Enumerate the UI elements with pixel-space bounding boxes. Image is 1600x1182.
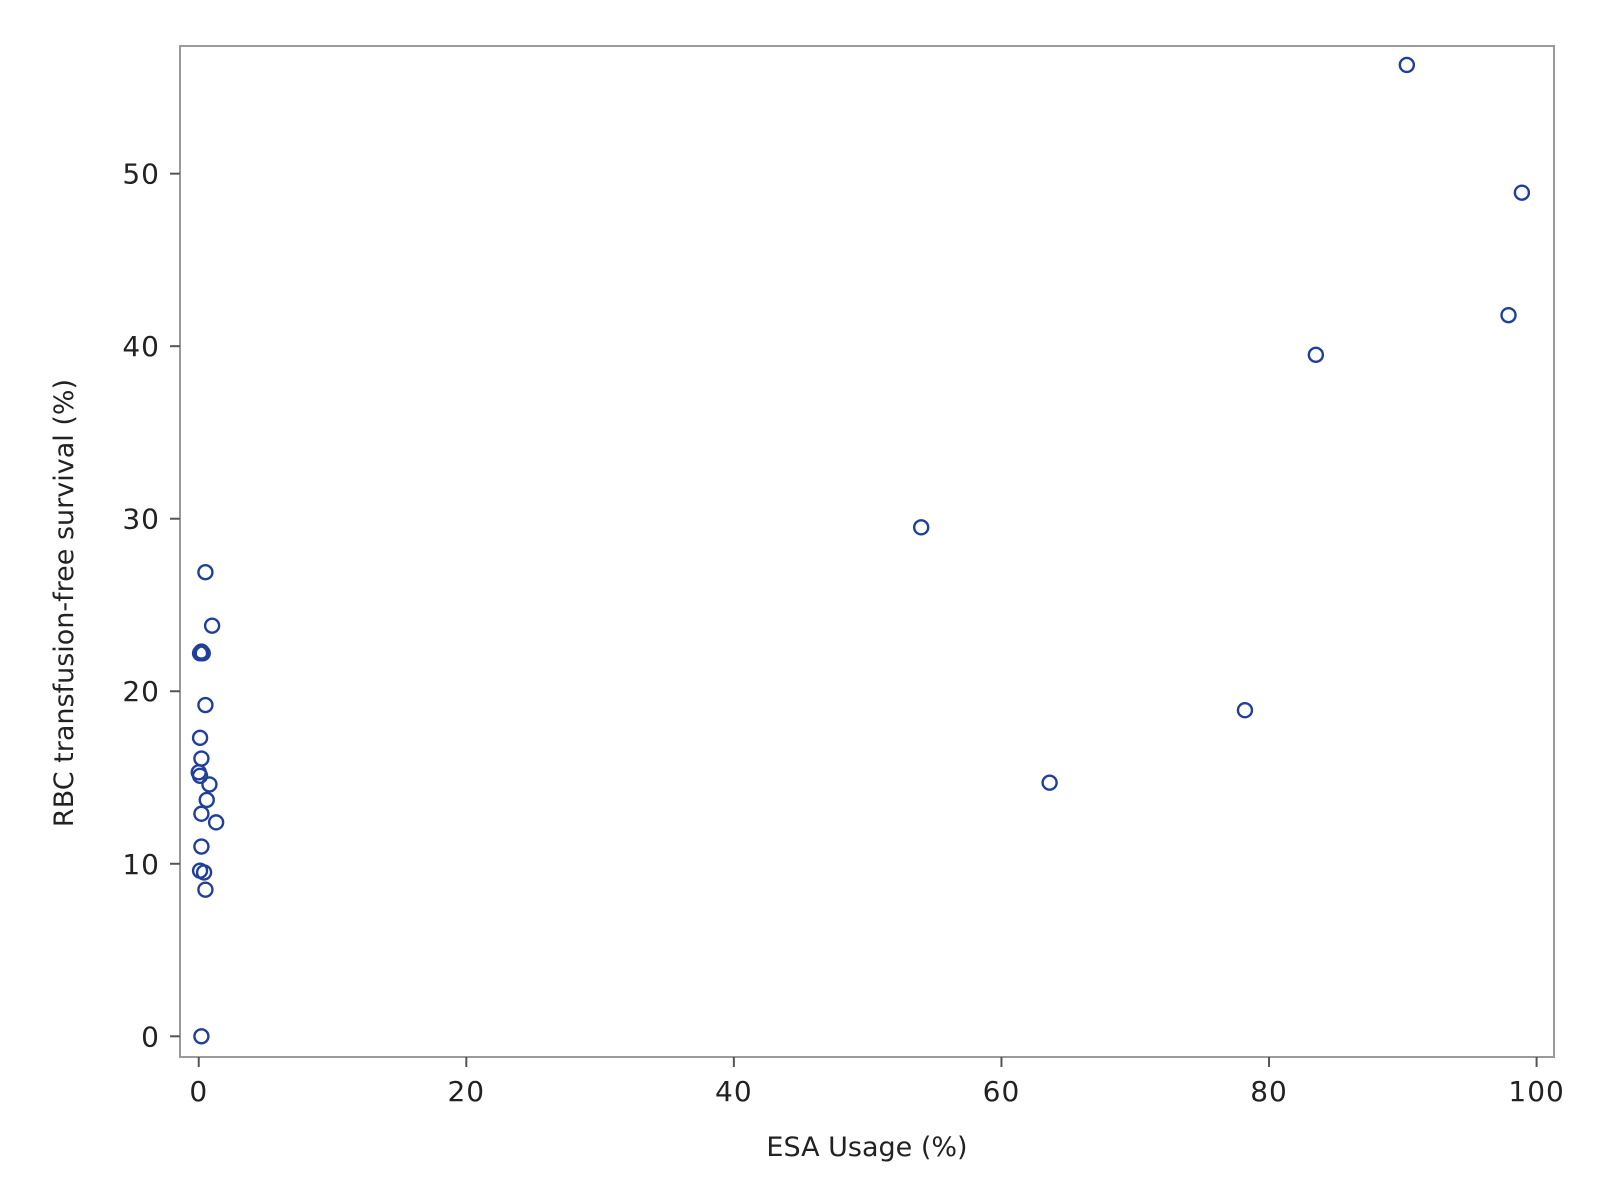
data-point (191, 767, 209, 784)
data-point (207, 814, 225, 831)
data-point (198, 791, 215, 809)
data-point (193, 750, 210, 767)
data-point (193, 838, 210, 855)
data-point (1398, 56, 1416, 74)
data-point (912, 519, 930, 536)
data-points (190, 56, 1531, 1045)
y-tick-label: 10 (122, 848, 160, 881)
data-point (191, 729, 209, 747)
y-tick-label: 0 (141, 1020, 160, 1053)
data-point (1513, 184, 1531, 201)
data-point (1236, 702, 1254, 719)
x-tick-label: 100 (1508, 1075, 1564, 1108)
data-point (1307, 346, 1325, 364)
y-tick-label: 50 (122, 158, 160, 191)
data-point (201, 776, 218, 793)
x-tick-label: 0 (189, 1075, 208, 1108)
y-tick-label: 30 (122, 503, 160, 536)
data-point (195, 864, 213, 881)
data-point (194, 645, 211, 662)
data-point (1500, 306, 1517, 324)
data-point (197, 881, 214, 898)
y-axis-label: RBC transfusion-free survival (%) (49, 379, 80, 827)
data-point (1041, 774, 1058, 791)
x-tick-label: 80 (1250, 1075, 1288, 1108)
y-tick-label: 40 (122, 330, 160, 363)
plot-frame (179, 45, 1555, 1058)
x-tick-label: 60 (983, 1075, 1021, 1108)
x-axis: 0 20 40 60 80 100 (189, 1057, 1564, 1108)
y-tick-label: 20 (122, 675, 160, 708)
x-tick-label: 40 (715, 1075, 753, 1108)
data-point (197, 696, 214, 714)
data-point (197, 564, 214, 581)
data-point (193, 805, 210, 822)
data-point (193, 1028, 210, 1045)
x-tick-label: 20 (447, 1075, 485, 1108)
x-axis-label: ESA Usage (%) (766, 1132, 967, 1163)
y-axis: 0 10 20 30 40 50 (122, 158, 180, 1053)
data-point (203, 617, 221, 634)
